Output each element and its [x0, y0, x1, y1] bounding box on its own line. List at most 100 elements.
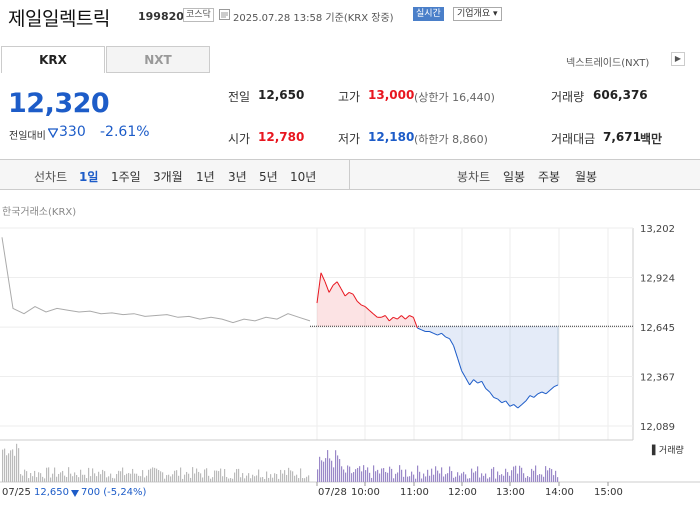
- period-1y[interactable]: 1년: [196, 170, 215, 184]
- price-segment: [332, 281, 338, 286]
- volume-bar-prev: [200, 473, 202, 482]
- volume-bar-prev: [262, 477, 264, 482]
- period-3y[interactable]: 3년: [228, 170, 247, 184]
- period-1w[interactable]: 1주일: [111, 170, 141, 184]
- volume-bar-prev: [48, 467, 50, 482]
- volume-bar: [379, 473, 381, 482]
- volume-bar: [417, 465, 419, 482]
- stock-header: 제일일렉트릭 199820 코스닥 2025.07.28 13:58 기준(KR…: [0, 0, 700, 32]
- up-area: [317, 272, 558, 327]
- volume-bar-prev: [52, 473, 54, 482]
- volume-bar: [531, 468, 533, 482]
- volume-bar-prev: [270, 474, 272, 482]
- price-segment: [469, 379, 474, 386]
- volume-bar-prev: [206, 468, 208, 482]
- volume-bar-prev: [110, 473, 112, 482]
- volume-bar-prev: [142, 470, 144, 482]
- chevron-right-icon[interactable]: ▶: [671, 52, 685, 66]
- company-overview-button[interactable]: 기업개요 ▾: [453, 7, 502, 21]
- volume-bar: [533, 470, 535, 482]
- volume-bar-prev: [182, 478, 184, 482]
- y-tick-label: 12,924: [640, 273, 675, 284]
- volume-bar-prev: [140, 476, 142, 482]
- volume-bar-prev: [276, 474, 278, 482]
- volume-bar: [397, 472, 399, 482]
- volume-bar: [329, 458, 331, 482]
- period-10y[interactable]: 10년: [290, 170, 317, 184]
- volume-bar: [439, 473, 441, 482]
- volume-bar: [553, 475, 555, 482]
- volume-bar: [345, 472, 347, 482]
- volume-bar-prev: [118, 470, 120, 482]
- tab-nxt[interactable]: NXT: [106, 46, 210, 73]
- price-segment: [320, 272, 326, 282]
- volume-bar-prev: [80, 469, 82, 482]
- period-1d[interactable]: 1일: [79, 170, 99, 184]
- volume-bar-prev: [296, 474, 298, 482]
- volume-bar-prev: [44, 478, 46, 482]
- upper-limit: (상한가 16,440): [414, 91, 495, 104]
- volume-bar-prev: [24, 469, 26, 482]
- volume-bar-prev: [34, 470, 36, 482]
- tab-krx[interactable]: KRX: [1, 46, 105, 73]
- open-label: 시가: [228, 132, 251, 146]
- candle-weekly[interactable]: 주봉: [538, 170, 561, 184]
- volume-bar: [505, 468, 507, 482]
- chart-source: 한국거래소(KRX): [2, 207, 77, 218]
- price-segment: [477, 380, 482, 384]
- volume-bar: [481, 473, 483, 482]
- volume-bar-prev: [106, 477, 108, 482]
- volume-bar-prev: [304, 478, 306, 482]
- volume-bar-prev: [214, 470, 216, 482]
- volume-bar-prev: [94, 473, 96, 482]
- market-badge: 코스닥: [183, 8, 214, 22]
- volume-bar-prev: [282, 473, 284, 482]
- volume-bar-prev: [166, 475, 168, 482]
- volume-bar: [419, 471, 421, 482]
- volume-bar-prev: [114, 478, 116, 482]
- volume-bar: [523, 473, 525, 482]
- volume-bar-prev: [148, 469, 150, 482]
- volume-bar: [461, 473, 463, 482]
- stock-name: 제일일렉트릭: [8, 8, 110, 30]
- volume-bar-prev: [54, 467, 56, 482]
- realtime-badge[interactable]: 실시간: [413, 7, 444, 21]
- volume-bar: [405, 469, 407, 482]
- volume-bar: [469, 478, 471, 482]
- price-segment: [449, 338, 455, 347]
- line-chart-label: 선차트: [34, 170, 68, 184]
- volume-bar-prev: [104, 471, 106, 482]
- period-5y[interactable]: 5년: [259, 170, 278, 184]
- volume-bar: [349, 466, 351, 482]
- candle-daily[interactable]: 일봉: [503, 170, 526, 184]
- volume-bar: [485, 473, 487, 482]
- volume-bar: [449, 466, 451, 482]
- volume-bar: [407, 476, 409, 482]
- volume-bar-prev: [128, 473, 130, 482]
- volume-bar-prev: [146, 475, 148, 482]
- down-arrow-icon: [71, 490, 79, 497]
- price-segment: [372, 313, 378, 318]
- volume-bar: [389, 466, 391, 482]
- volume-bar: [365, 470, 367, 482]
- price-segment: [497, 398, 503, 404]
- period-3m[interactable]: 3개월: [153, 170, 183, 184]
- volume-bar: [557, 477, 559, 482]
- prev-close-value: 12,650: [258, 88, 305, 102]
- volume-bar-prev: [246, 475, 248, 482]
- volume-bar-prev: [254, 476, 256, 482]
- candle-monthly[interactable]: 월봉: [575, 170, 598, 184]
- volume-bar-prev: [108, 476, 110, 482]
- prev-day-close: 12,650: [34, 487, 69, 498]
- x-tick-label: 14:00: [545, 487, 574, 498]
- price-segment: [384, 315, 390, 322]
- volume-bar-prev: [112, 477, 114, 482]
- volume-bar: [491, 468, 493, 482]
- volume-bar: [341, 466, 343, 482]
- volume-bar: [387, 472, 389, 482]
- volume-bar-prev: [16, 443, 18, 482]
- volume-bar-prev: [242, 473, 244, 482]
- y-tick-label: 12,645: [640, 323, 675, 334]
- prev-day-change: 700 (-5,24%): [81, 487, 147, 498]
